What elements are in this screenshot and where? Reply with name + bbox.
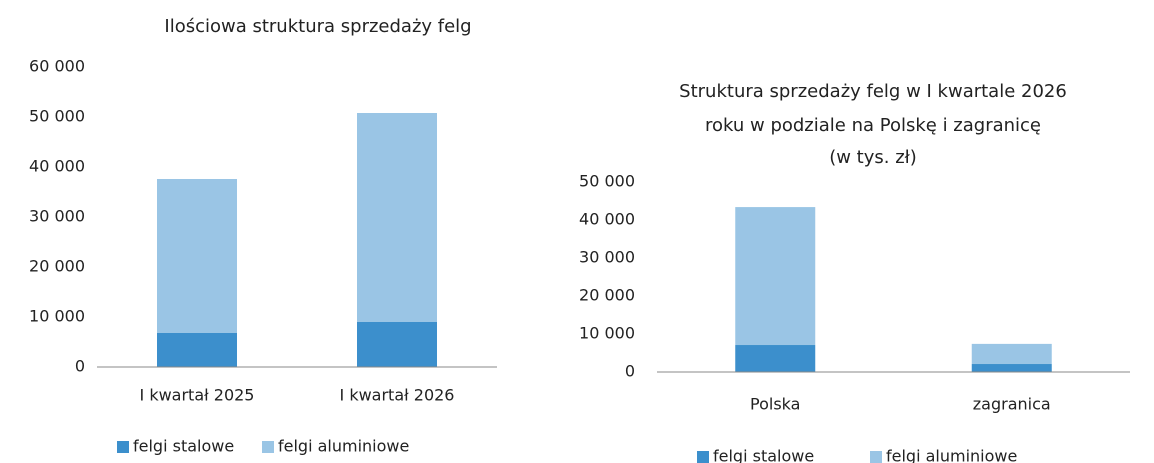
y-tick-label: 50 000 (29, 107, 85, 126)
y-tick-label: 30 000 (29, 207, 85, 226)
y-tick-label: 30 000 (579, 248, 635, 267)
chart-title: Ilościowa struktura sprzedaży felg (164, 16, 471, 37)
bar-segment (735, 345, 816, 372)
chart-title: roku w podziale na Polskę i zagranicę (705, 115, 1041, 136)
bar-segment (357, 113, 437, 322)
bar-segment (735, 207, 816, 346)
legend-label: felgi stalowe (133, 437, 234, 456)
y-tick-label: 40 000 (579, 210, 635, 229)
legend-label: felgi stalowe (713, 447, 814, 463)
x-tick-label: I kwartał 2026 (340, 386, 455, 405)
bar-segment (971, 364, 1052, 372)
x-tick-label: I kwartał 2025 (140, 386, 255, 405)
chart-title: Struktura sprzedaży felg w I kwartale 20… (679, 81, 1067, 102)
legend-swatch (262, 441, 274, 453)
bar-segment (157, 333, 237, 367)
bar-segment (357, 322, 437, 367)
legend-swatch (117, 441, 129, 453)
legend-label: felgi aluminiowe (886, 447, 1017, 463)
y-tick-label: 20 000 (579, 286, 635, 305)
bar-segment (157, 179, 237, 333)
x-tick-label: Polska (750, 395, 800, 414)
bar-segment (971, 343, 1052, 365)
y-tick-label: 40 000 (29, 157, 85, 176)
y-tick-label: 0 (625, 362, 635, 381)
y-tick-label: 20 000 (29, 257, 85, 276)
y-tick-label: 60 000 (29, 57, 85, 76)
y-tick-label: 0 (75, 357, 85, 376)
chart-title: (w tys. zł) (829, 147, 917, 168)
y-tick-label: 10 000 (579, 324, 635, 343)
y-tick-label: 10 000 (29, 307, 85, 326)
x-tick-label: zagranica (973, 395, 1051, 414)
legend-swatch (870, 451, 882, 463)
legend-label: felgi aluminiowe (278, 437, 409, 456)
y-tick-label: 50 000 (579, 172, 635, 191)
legend-swatch (697, 451, 709, 463)
